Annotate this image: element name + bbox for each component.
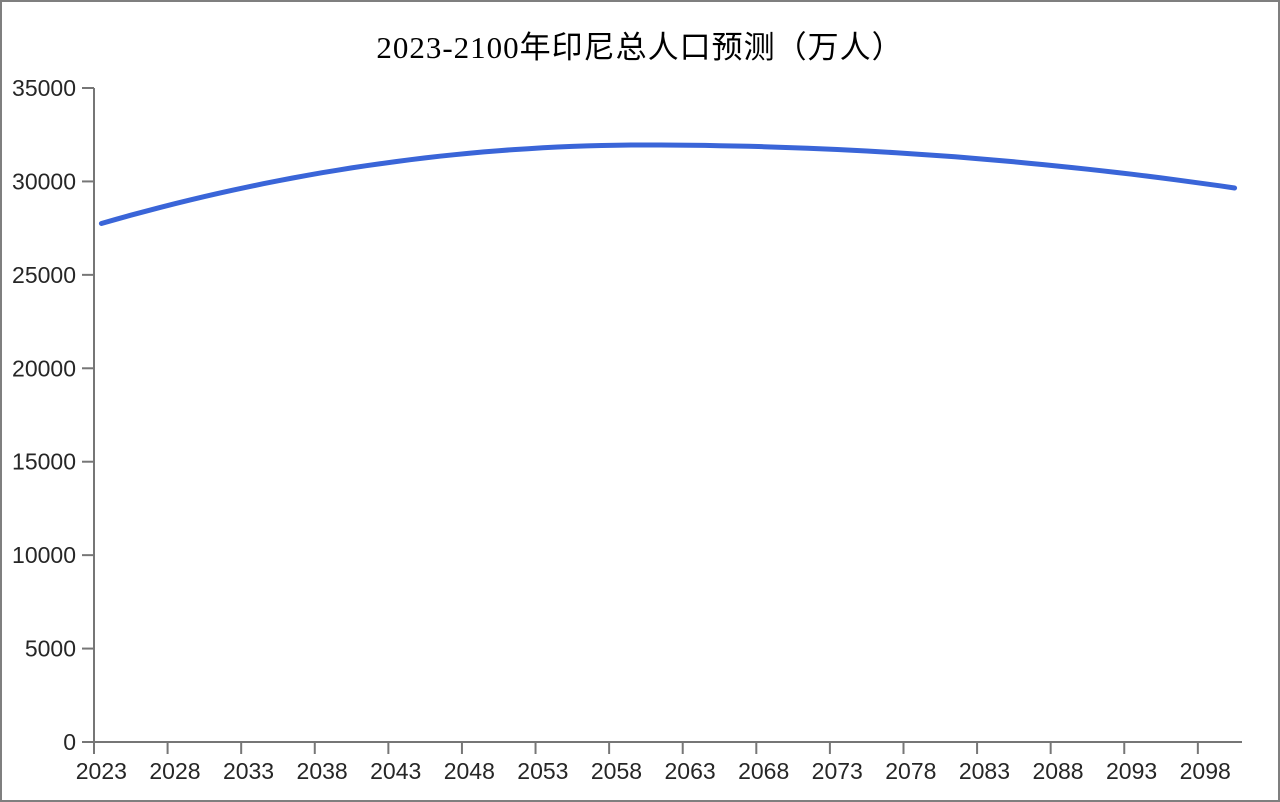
x-tick-label: 2033: [223, 758, 274, 784]
y-tick-label: 5000: [25, 636, 76, 662]
x-tick-label: 2073: [812, 758, 863, 784]
y-tick-label: 35000: [12, 75, 76, 101]
x-tick-label: 2093: [1106, 758, 1157, 784]
x-tick-label: 2088: [1032, 758, 1083, 784]
x-tick-label: 2063: [664, 758, 715, 784]
y-tick-label: 15000: [12, 449, 76, 475]
y-tick-label: 0: [63, 729, 76, 755]
population-forecast-line: [98, 142, 1238, 226]
y-tick-label: 25000: [12, 262, 76, 288]
x-tick-label: 2048: [444, 758, 495, 784]
x-tick-label: 2098: [1180, 758, 1231, 784]
x-tick-label: 2068: [738, 758, 789, 784]
y-tick-label: 20000: [12, 355, 76, 381]
y-tick-label: 30000: [12, 168, 76, 194]
x-tick-label: 2038: [297, 758, 348, 784]
x-tick-label: 2083: [959, 758, 1010, 784]
x-tick-label: 2028: [149, 758, 200, 784]
x-tick-label: 2078: [885, 758, 936, 784]
x-tick-label: 2043: [370, 758, 421, 784]
x-tick-label: 2023: [76, 758, 127, 784]
x-tick-label: 2053: [517, 758, 568, 784]
x-tick-label: 2058: [591, 758, 642, 784]
chart-title: 2023-2100年印尼总人口预测（万人）: [376, 30, 904, 65]
y-tick-label: 10000: [12, 542, 76, 568]
